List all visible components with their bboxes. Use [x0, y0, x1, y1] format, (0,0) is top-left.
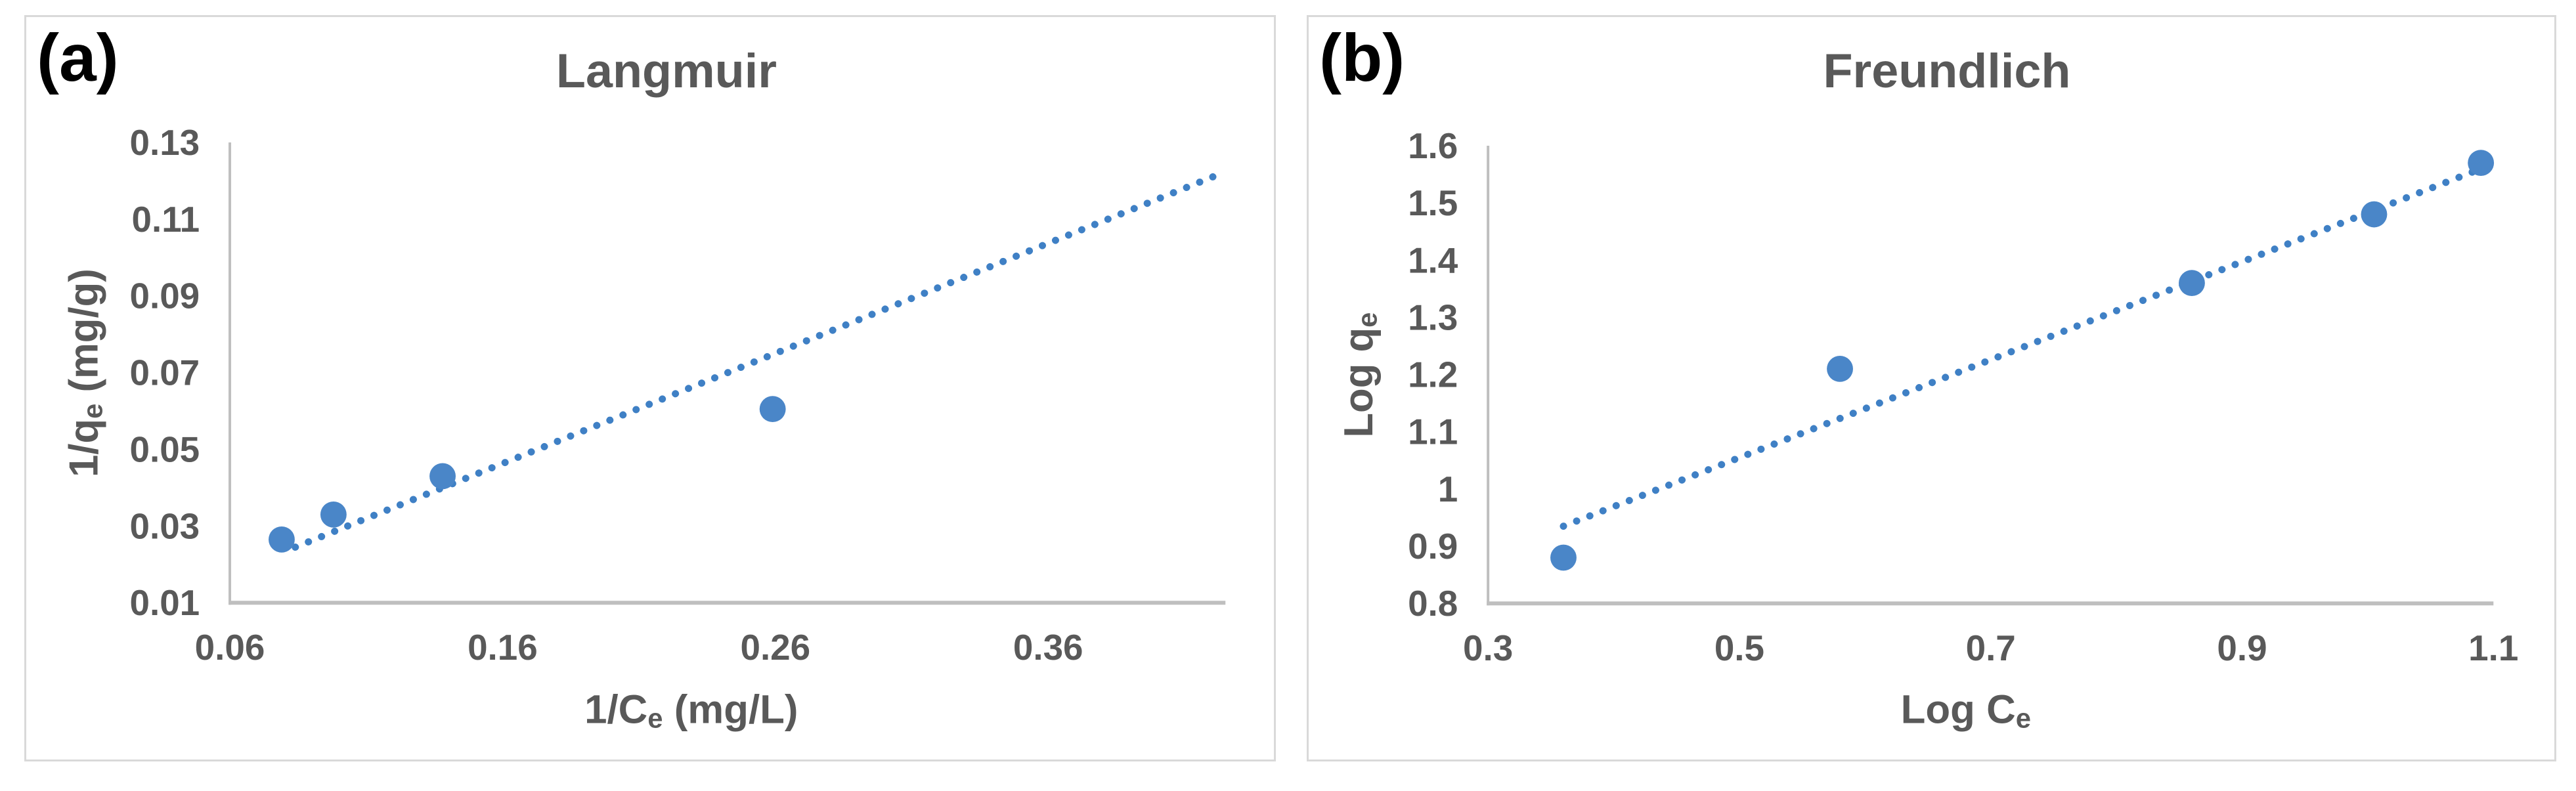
- x-tick-label: 0.26: [740, 627, 810, 668]
- langmuir-scatter-chart: Langmuir 0.01 0.03 0.05 0.07 0.09 0.11 0.13 0.06…: [61, 43, 1226, 733]
- panel-langmuir: (a) Langmuir 0.01 0.03 0.05 0.07 0.09 0.11 0.13…: [24, 15, 1276, 761]
- data-point: [1550, 544, 1577, 571]
- x-tick-label: 1.1: [2468, 628, 2518, 668]
- x-tick-label: 0.16: [468, 627, 538, 668]
- y-tick-label: 0.05: [129, 429, 200, 470]
- y-tick-label: 0.9: [1408, 526, 1458, 567]
- x-tick-label: 0.7: [1966, 628, 2016, 668]
- x-tick-label: 0.3: [1463, 628, 1513, 668]
- y-tick-label: 0.13: [129, 122, 200, 163]
- y-tick-label: 1.4: [1408, 240, 1458, 280]
- x-axis-title: Log Ce​: [1901, 687, 2031, 733]
- y-axis-title: 1/qe (mg/g): [61, 268, 108, 477]
- x-tick-label: 0.06: [195, 627, 265, 668]
- y-tick-label: 0.07: [129, 353, 200, 393]
- y-tick-label: 1.1: [1408, 412, 1458, 452]
- x-tick-label: 0.36: [1013, 627, 1083, 668]
- y-tick-label: 0.09: [129, 276, 200, 316]
- y-axis-title: Log qe​: [1336, 312, 1382, 438]
- data-point: [2361, 201, 2388, 228]
- data-point: [320, 501, 347, 528]
- panel-freundlich: (b) Freundlich 0.8 0.9 1 1.1 1.2 1.3 1.4 1.5 1.6 0…: [1307, 15, 2556, 761]
- trendline: [1560, 166, 2482, 530]
- panel-letter-b: (b): [1319, 20, 1405, 95]
- data-point: [1827, 356, 1853, 382]
- x-axis-title: 1/Ce (mg/L): [584, 687, 798, 733]
- y-tick-label: 1.2: [1408, 354, 1458, 395]
- freundlich-scatter-chart: Freundlich 0.8 0.9 1 1.1 1.2 1.3 1.4 1.5 1.6 0.3 0.…: [1336, 43, 2518, 733]
- y-tick-label: 0.8: [1408, 583, 1458, 624]
- data-point: [2179, 270, 2205, 297]
- data-point: [429, 463, 456, 490]
- y-tick-label: 0.03: [129, 505, 200, 546]
- x-tick-label: 0.9: [2217, 628, 2267, 668]
- y-tick-label: 1.5: [1408, 182, 1458, 223]
- panel-letter-a: (a): [37, 20, 119, 95]
- data-point: [759, 396, 786, 423]
- x-tick-label: 0.5: [1714, 628, 1764, 668]
- data-point: [269, 526, 295, 553]
- y-tick-label: 1.6: [1408, 125, 1458, 166]
- y-tick-label: 0.11: [132, 199, 200, 240]
- data-point: [2468, 150, 2495, 177]
- y-tick-label: 0.01: [129, 582, 200, 623]
- y-tick-label: 1.3: [1408, 297, 1458, 337]
- trendline: [292, 171, 1221, 551]
- y-tick-label: 1: [1438, 469, 1458, 509]
- chart-title: Freundlich: [1823, 43, 2070, 98]
- chart-title: Langmuir: [556, 43, 777, 98]
